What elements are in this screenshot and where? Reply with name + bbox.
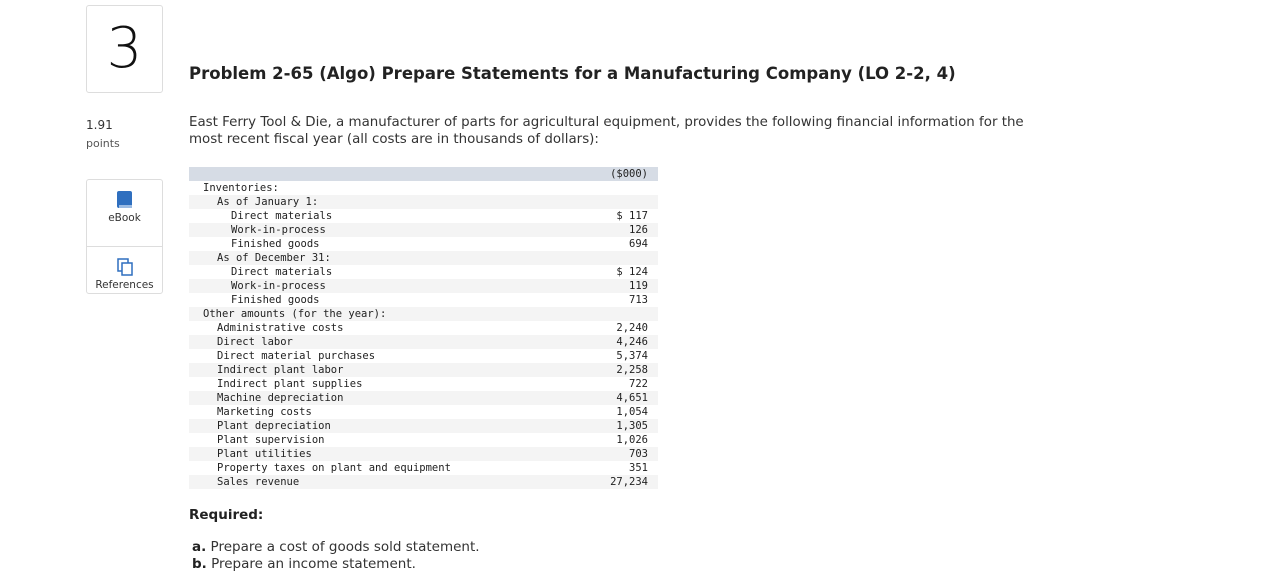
row-label: Finished goods: [231, 294, 320, 306]
row-value: 4,246: [616, 336, 648, 348]
row-label: Direct materials: [231, 266, 333, 278]
row-value: 2,258: [616, 364, 648, 376]
row-label: Indirect plant labor: [217, 364, 344, 376]
intro-text: East Ferry Tool & Die, a manufacturer of…: [189, 115, 1024, 147]
table-row: Finished goods 694: [189, 237, 658, 251]
required-item: a. Prepare a cost of goods sold statemen…: [192, 539, 480, 555]
references-button[interactable]: References: [87, 246, 162, 303]
sidebar: eBook References: [86, 179, 163, 294]
row-label: Finished goods: [231, 238, 320, 250]
table-row: As of January 1:: [189, 195, 658, 209]
table-row: Direct materials $ 124: [189, 265, 658, 279]
row-value: 4,651: [616, 392, 648, 404]
row-value: [548, 181, 658, 195]
table-row: Direct labor 4,246: [189, 335, 658, 349]
row-value: 27,234: [610, 476, 648, 488]
table-row: Sales revenue 27,234: [189, 475, 658, 489]
row-value: 2,240: [616, 322, 648, 334]
row-value: [548, 251, 658, 265]
row-label: Inventories:: [203, 182, 279, 194]
row-label: Indirect plant supplies: [217, 378, 363, 390]
ebook-label: eBook: [108, 212, 141, 224]
header-row: ($000): [189, 167, 658, 181]
table-row: Indirect plant supplies 722: [189, 377, 658, 391]
row-value: [548, 195, 658, 209]
row-label: Direct labor: [217, 336, 293, 348]
table-row: As of December 31:: [189, 251, 658, 265]
row-label: Marketing costs: [217, 406, 312, 418]
row-value: $ 117: [616, 210, 648, 222]
table-row: Plant supervision 1,026: [189, 433, 658, 447]
table-row: Work-in-process 119: [189, 279, 658, 293]
data-table: ($000) Inventories: As of January 1: Direc…: [189, 167, 658, 489]
row-value: 1,026: [616, 434, 648, 446]
row-label: Plant supervision: [217, 434, 325, 446]
row-value: 722: [629, 378, 648, 390]
row-label: Other amounts (for the year):: [203, 308, 387, 320]
row-label: As of December 31:: [217, 252, 331, 264]
row-label: Sales revenue: [217, 476, 300, 488]
table-row: Plant depreciation 1,305: [189, 419, 658, 433]
table-row: Indirect plant labor 2,258: [189, 363, 658, 377]
ebook-button[interactable]: eBook: [87, 190, 162, 246]
references-label: References: [95, 279, 154, 291]
item-text: Prepare a cost of goods sold statement.: [210, 539, 480, 555]
table-row: Direct materials $ 117: [189, 209, 658, 223]
references-icon: [116, 258, 133, 276]
table-row: Finished goods 713: [189, 293, 658, 307]
table-row: Plant utilities 703: [189, 447, 658, 461]
required-heading: Required:: [189, 507, 264, 523]
row-label: Administrative costs: [217, 322, 344, 334]
row-label: Direct materials: [231, 210, 333, 222]
row-label: Plant utilities: [217, 448, 312, 460]
row-value: 694: [629, 238, 648, 250]
points-value: 1.91: [86, 118, 113, 132]
table-row: Property taxes on plant and equipment 351: [189, 461, 658, 475]
row-value: 713: [629, 294, 648, 306]
row-label: Direct material purchases: [217, 350, 376, 362]
table-row: Machine depreciation 4,651: [189, 391, 658, 405]
ebook-icon: [116, 191, 132, 208]
table-body: Inventories: As of January 1: Direct mater…: [189, 181, 658, 489]
item-text: Prepare an income statement.: [211, 556, 416, 572]
table-row: Administrative costs 2,240: [189, 321, 658, 335]
row-value: 703: [629, 448, 648, 460]
row-value: 119: [629, 280, 648, 292]
header-blank: [189, 167, 548, 181]
row-value: 126: [629, 224, 648, 236]
points-label: points: [86, 137, 120, 150]
table-row: Other amounts (for the year):: [189, 307, 658, 321]
item-marker: b.: [192, 556, 207, 572]
required-item: b. Prepare an income statement.: [192, 556, 416, 572]
row-label: Property taxes on plant and equipment: [217, 462, 451, 474]
row-value: 1,054: [616, 406, 648, 418]
row-value: [548, 307, 658, 321]
table-row: Direct material purchases 5,374: [189, 349, 658, 363]
row-value: $ 124: [616, 266, 648, 278]
row-label: Machine depreciation: [217, 392, 344, 404]
header-cell: ($000): [548, 167, 658, 181]
row-label: Plant depreciation: [217, 420, 331, 432]
row-value: 1,305: [616, 420, 648, 432]
row-label: Work-in-process: [231, 280, 326, 292]
table-row: Inventories:: [189, 181, 658, 195]
table-row: Marketing costs 1,054: [189, 405, 658, 419]
row-label: As of January 1:: [217, 196, 319, 208]
row-value: 351: [629, 462, 648, 474]
row-label: Work-in-process: [231, 224, 326, 236]
question-number: 3: [86, 5, 163, 93]
question-title: Problem 2-65 (Algo) Prepare Statements f…: [189, 64, 956, 83]
row-value: 5,374: [616, 350, 648, 362]
item-marker: a.: [192, 539, 207, 555]
table-row: Work-in-process 126: [189, 223, 658, 237]
